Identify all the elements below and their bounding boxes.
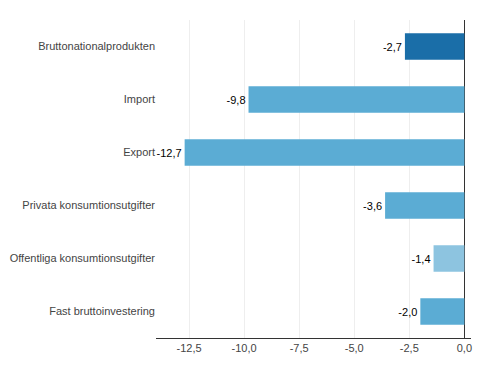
svg-text:-7,5: -7,5	[290, 342, 309, 354]
svg-text:0,0: 0,0	[457, 342, 472, 354]
svg-text:-1,4: -1,4	[412, 253, 431, 265]
svg-text:-9,8: -9,8	[227, 94, 246, 106]
svg-text:Privata konsumtionsutgifter: Privata konsumtionsutgifter	[22, 199, 155, 211]
svg-text:-5,0: -5,0	[345, 342, 364, 354]
svg-text:-10,0: -10,0	[232, 342, 257, 354]
svg-text:-12,5: -12,5	[177, 342, 202, 354]
svg-text:Export: Export	[123, 146, 155, 158]
svg-text:Fast bruttoinvestering: Fast bruttoinvestering	[49, 305, 155, 317]
svg-text:Offentliga konsumtionsutgifter: Offentliga konsumtionsutgifter	[10, 252, 156, 264]
svg-text:Bruttonationalprodukten: Bruttonationalprodukten	[38, 40, 155, 52]
svg-text:-12,7: -12,7	[157, 147, 182, 159]
svg-text:-3,6: -3,6	[363, 200, 382, 212]
svg-text:-2,5: -2,5	[400, 342, 419, 354]
svg-text:-2,7: -2,7	[383, 41, 402, 53]
svg-text:Import: Import	[124, 93, 155, 105]
svg-text:-2,0: -2,0	[398, 306, 417, 318]
